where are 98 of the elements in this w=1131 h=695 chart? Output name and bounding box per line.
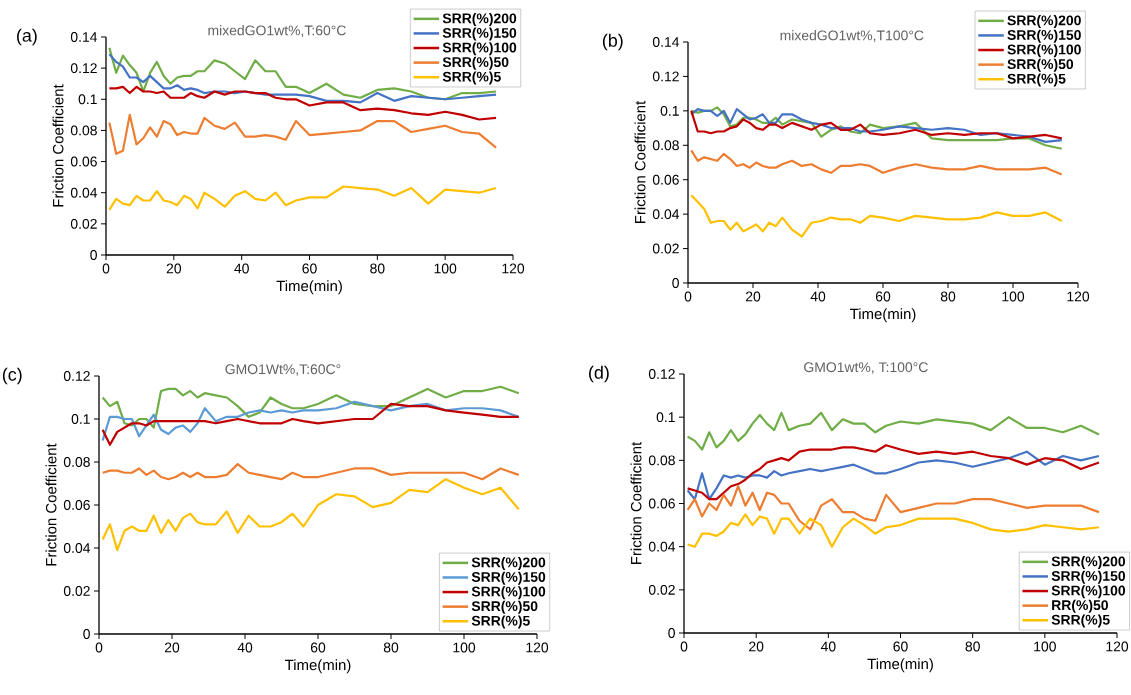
line-series xyxy=(108,185,498,211)
x-tick-label: 20 xyxy=(749,641,764,652)
y-tick-label: 0.12 xyxy=(70,63,97,74)
y-tick-label: 0.02 xyxy=(63,586,90,596)
y-tick-label: 0 xyxy=(83,629,90,639)
x-tick-label: 80 xyxy=(383,642,399,653)
y-tick-label: 0 xyxy=(90,250,97,260)
y-tick-label: 0.1 xyxy=(660,105,679,116)
legend-label: RR(%)50 xyxy=(1052,599,1108,613)
legend-label: SRR(%)5 xyxy=(1007,73,1066,87)
y-tick-label: 0.1 xyxy=(78,94,97,105)
y-tick-label: 0.1 xyxy=(71,414,90,424)
y-axis-title: Friction Coefficient xyxy=(630,441,642,565)
y-tick-label: 0.02 xyxy=(652,243,679,254)
text: (b) xyxy=(602,33,623,51)
legend-label: SRR(%)5 xyxy=(442,71,501,85)
x-tick-label: 60 xyxy=(302,263,317,274)
x-tick-label: 100 xyxy=(1034,641,1056,652)
legend-label: SRR(%)100 xyxy=(442,42,517,56)
x-tick-label: 80 xyxy=(940,291,956,302)
y-tick-label: 0.04 xyxy=(70,187,98,198)
y-tick-label: 0.06 xyxy=(70,156,97,167)
x-tick-label: 40 xyxy=(234,263,249,274)
legend-label: SRR(%)200 xyxy=(1007,15,1081,29)
legend-label: SRR(%)150 xyxy=(471,571,546,585)
legend-label: SRR(%)50 xyxy=(1007,58,1074,72)
legend-label: SRR(%)200 xyxy=(442,13,517,27)
x-tick-label: 40 xyxy=(820,641,836,652)
y-tick-label: 0.04 xyxy=(652,209,680,220)
legend-label: SRR(%)200 xyxy=(471,557,546,571)
x-axis-title: Time(min) xyxy=(276,280,342,295)
x-axis-title: Time(min) xyxy=(849,308,916,323)
x-tick-label: 20 xyxy=(166,263,182,274)
x-tick-label: 120 xyxy=(1067,291,1090,302)
y-tick-label: 0.06 xyxy=(648,498,675,509)
x-tick-label: 20 xyxy=(745,291,761,302)
legend-label: SRR(%)5 xyxy=(1051,614,1110,628)
y-tick-label: 0.14 xyxy=(70,32,98,42)
chart-title: mixedGO1wt%,T:60°C xyxy=(208,25,346,37)
line-series xyxy=(108,113,498,155)
y-tick-label: 0.08 xyxy=(652,140,679,151)
line-series xyxy=(101,385,520,429)
y-tick-label: 0.02 xyxy=(70,218,97,229)
y-tick-label: 0.12 xyxy=(648,369,675,379)
x-tick-label: 120 xyxy=(502,263,525,274)
x-tick-label: 60 xyxy=(893,641,908,652)
x-tick-label: 80 xyxy=(370,263,385,274)
y-tick-label: 0.12 xyxy=(63,371,90,381)
y-tick-label: 0.08 xyxy=(70,125,97,136)
legend-label: SRR(%)5 xyxy=(471,615,530,629)
x-tick-label: 120 xyxy=(1106,641,1129,652)
legend-label: SRR(%)150 xyxy=(1007,29,1081,43)
y-tick-label: 0.14 xyxy=(652,37,680,47)
legend-label: SRR(%)150 xyxy=(442,27,517,41)
x-tick-label: 100 xyxy=(434,263,457,274)
x-tick-label: 60 xyxy=(310,642,326,653)
legend-label: SRR(%)50 xyxy=(471,600,538,614)
x-tick-label: 0 xyxy=(102,263,110,274)
legend-label: SRR(%)50 xyxy=(442,56,509,70)
x-tick-label: 60 xyxy=(875,291,891,302)
legend-label: SRR(%)150 xyxy=(1051,570,1126,584)
x-tick-label: 120 xyxy=(526,642,549,653)
y-axis-title: Friction Coefficient xyxy=(45,443,57,566)
y-tick-label: 0.1 xyxy=(656,412,675,423)
y-tick-label: 0.06 xyxy=(652,174,679,185)
x-tick-label: 100 xyxy=(1002,291,1025,302)
x-tick-label: 80 xyxy=(965,641,980,652)
legend-label: SRR(%)100 xyxy=(1007,44,1081,58)
y-tick-label: 0.12 xyxy=(652,71,679,82)
chart-title: GMO1Wt%,T:60C° xyxy=(225,364,341,376)
text: (a) xyxy=(17,28,37,46)
x-tick-label: 0 xyxy=(684,291,692,302)
legend-label: SRR(%)100 xyxy=(1051,585,1126,599)
line-series xyxy=(690,194,1063,238)
y-tick-label: 0.04 xyxy=(648,541,676,552)
text: (c) xyxy=(2,367,22,385)
x-tick-label: 20 xyxy=(164,642,180,653)
y-axis-title: Friction Coefficient xyxy=(52,84,64,207)
y-tick-label: 0.04 xyxy=(63,543,91,553)
y-axis-title: Friction Coefficient xyxy=(634,100,646,224)
x-tick-label: 100 xyxy=(453,642,476,653)
x-axis-title: Time(min) xyxy=(867,658,933,673)
y-tick-label: 0 xyxy=(672,278,679,288)
x-axis-title: Time(min) xyxy=(284,659,351,674)
y-tick-label: 0.08 xyxy=(63,457,90,467)
chart-title: GMO1wt%, T:100°C xyxy=(804,362,928,374)
line-series xyxy=(101,478,520,552)
y-tick-label: 0 xyxy=(668,628,675,638)
legend-label: SRR(%)200 xyxy=(1051,556,1126,570)
x-tick-label: 40 xyxy=(237,642,253,653)
x-tick-label: 0 xyxy=(680,641,688,652)
chart-title: mixedGO1wt%,T100°C xyxy=(780,30,924,42)
y-tick-label: 0.06 xyxy=(63,500,90,510)
legend-label: SRR(%)100 xyxy=(471,586,546,600)
x-tick-label: 40 xyxy=(810,291,826,302)
text: (d) xyxy=(589,365,609,383)
y-tick-label: 0.08 xyxy=(648,455,675,466)
y-tick-label: 0.02 xyxy=(648,584,675,595)
